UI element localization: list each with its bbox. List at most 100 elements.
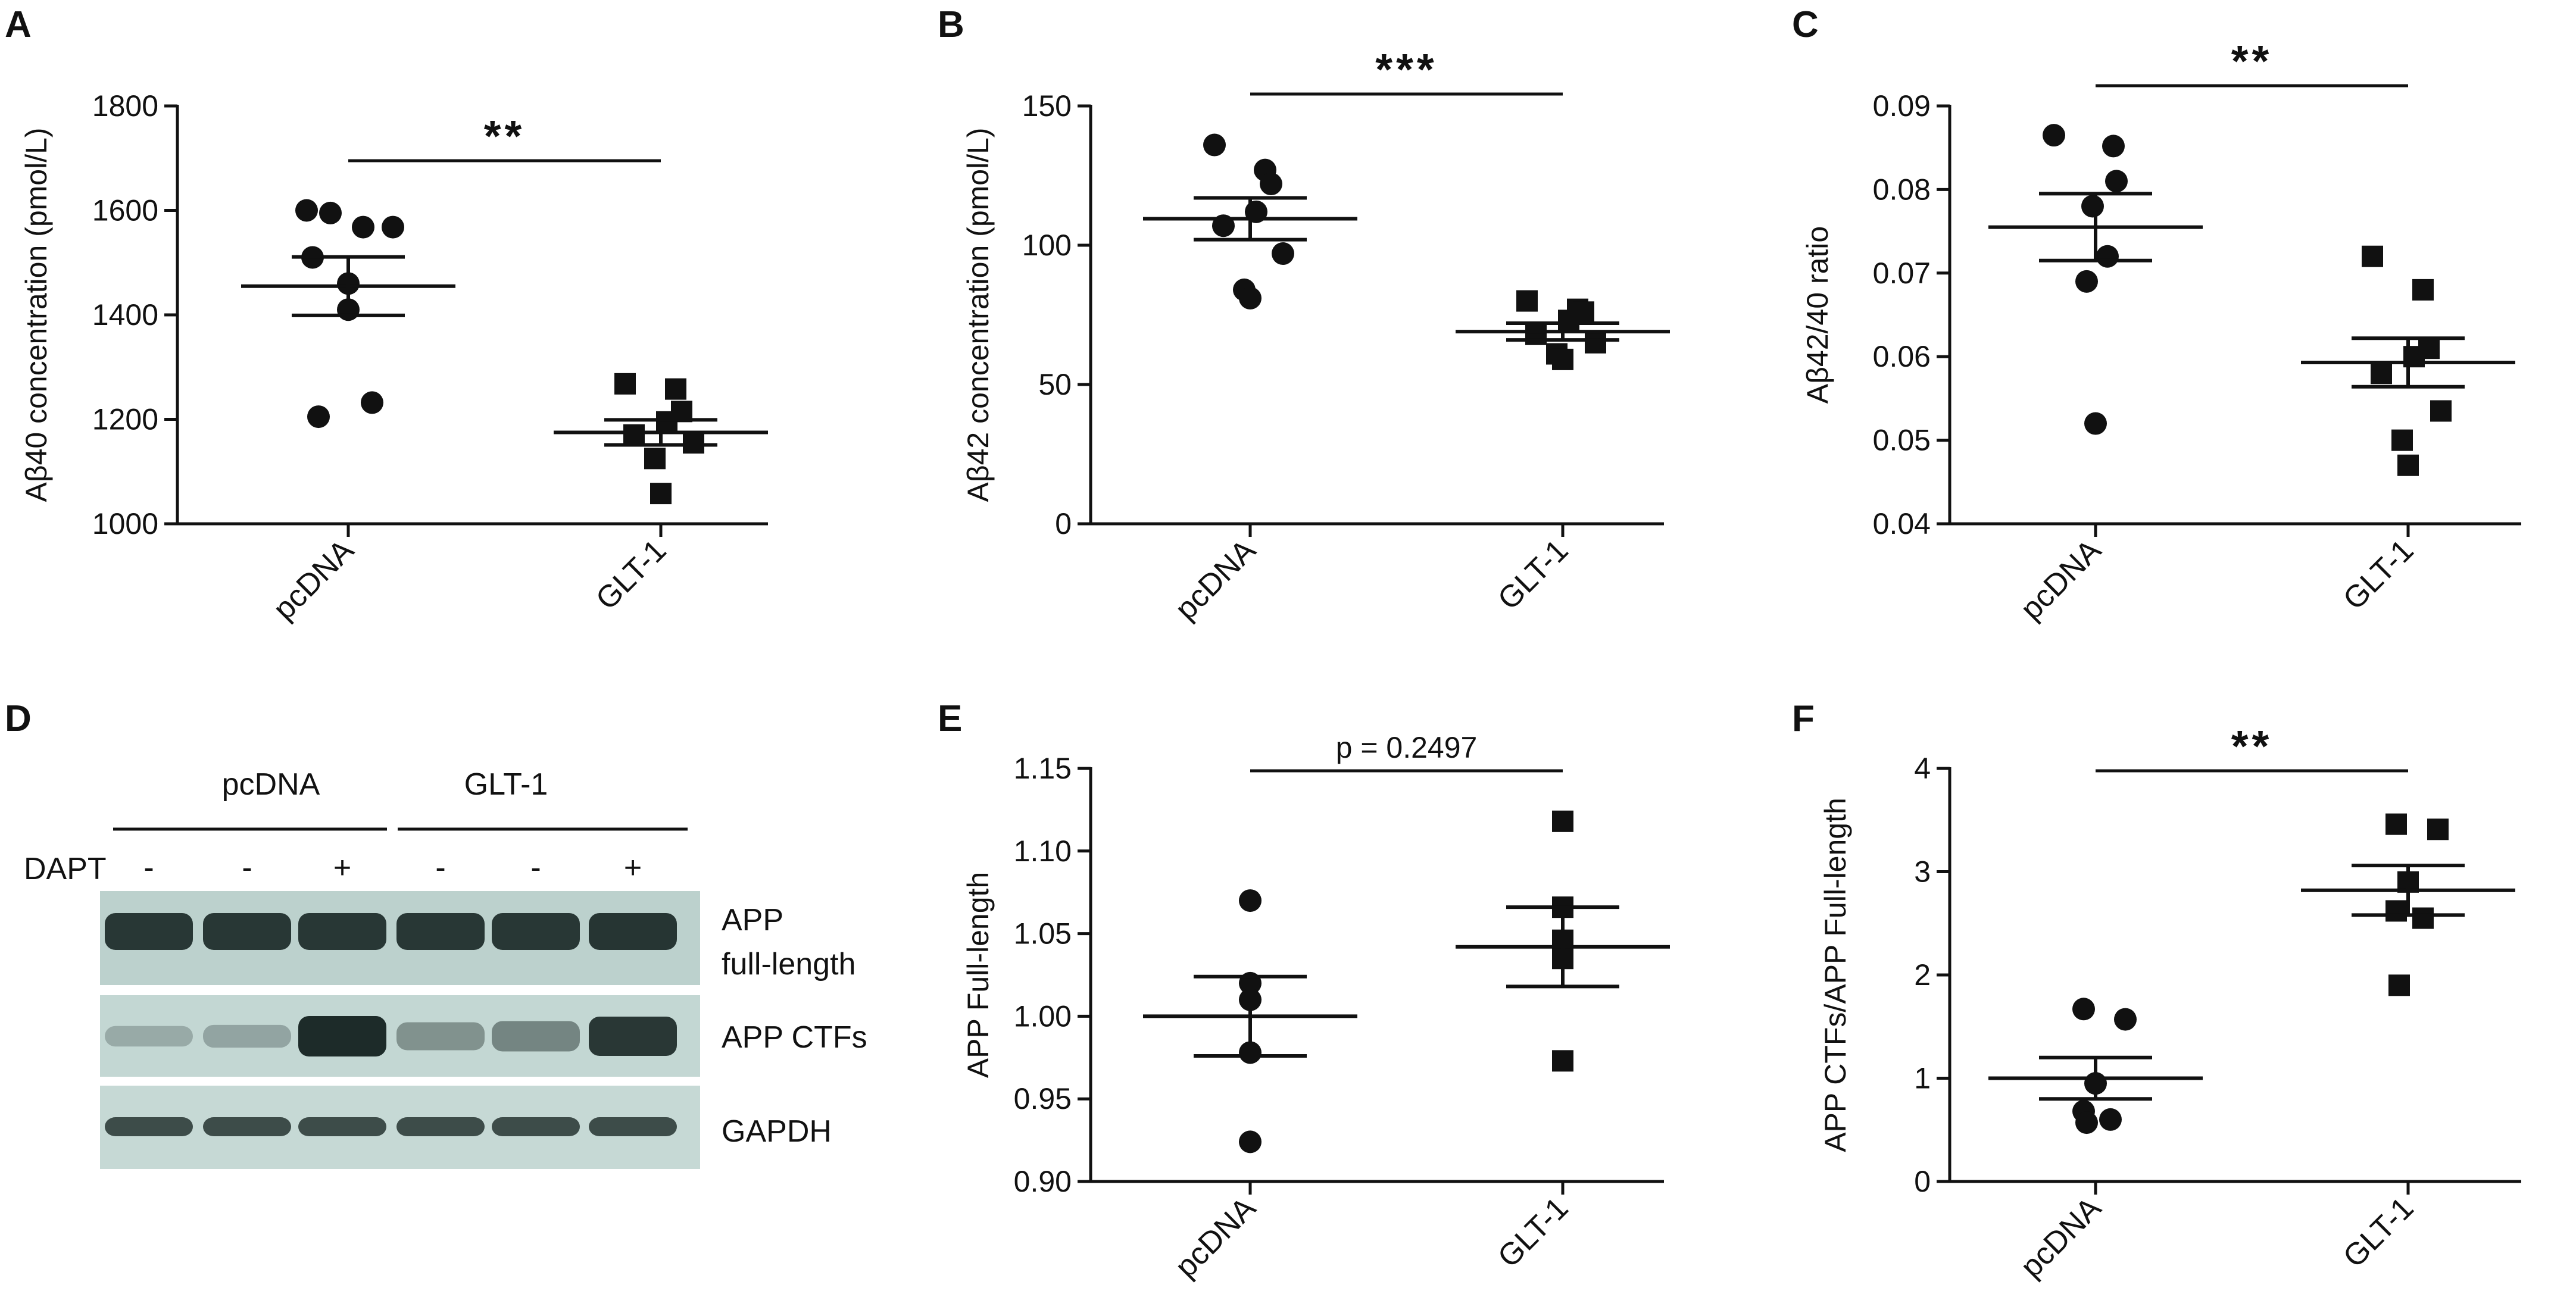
y-tick-label-e: 1.10: [1014, 834, 1072, 868]
data-point-a: [650, 483, 672, 505]
data-point-a: [361, 391, 383, 414]
data-point-c: [2371, 362, 2392, 385]
dapt-sign: -: [435, 851, 445, 885]
series-f-glt-1: [2301, 813, 2515, 996]
data-point-f: [2412, 907, 2434, 929]
data-point-b: [1239, 286, 1262, 310]
band-ctf: [492, 1021, 580, 1052]
y-tick-label-b: 0: [1055, 507, 1072, 540]
data-point-a: [307, 405, 330, 429]
western-blot: pcDNA GLT-1 DAPT - - + - - + APP full-length …: [24, 767, 867, 1169]
series-a-glt-1: [554, 373, 768, 505]
significance-label-c: **: [2231, 36, 2273, 86]
band-gapdh: [589, 1117, 677, 1136]
data-point-c: [2412, 279, 2434, 301]
dapt-sign: -: [143, 851, 154, 885]
band-gapdh: [203, 1117, 291, 1136]
series-f-pcdna: [1988, 998, 2203, 1134]
data-point-e: [1239, 889, 1262, 912]
band-ctf: [203, 1024, 291, 1048]
y-axis-label-b: Aβ42 concentration (pmol/L): [961, 127, 995, 502]
data-point-a: [623, 424, 645, 446]
band-ctf: [298, 1016, 386, 1056]
data-point-a: [665, 378, 686, 400]
y-tick-label-a: 1600: [92, 194, 158, 227]
data-point-c: [2081, 195, 2104, 218]
y-tick-label-f: 2: [1914, 958, 1931, 992]
y-tick-label-e: 0.95: [1014, 1082, 1072, 1115]
band-full-length: [105, 913, 193, 950]
data-point-a: [319, 201, 342, 224]
y-tick-label-a: 1200: [92, 403, 158, 436]
data-point-a: [614, 373, 636, 395]
band-gapdh: [105, 1117, 193, 1136]
data-point-f: [2075, 1111, 2098, 1134]
data-point-e: [1552, 1050, 1573, 1072]
significance-label-f: **: [2231, 721, 2273, 771]
blot-group-label-glt1: GLT-1: [464, 767, 548, 802]
chart-c: 0.04 0.05 0.06 0.07 0.08 0.09 pcDNA GLT-1 Aβ42/4…: [1801, 36, 2521, 627]
data-point-f: [2114, 1008, 2137, 1031]
data-point-f: [2427, 818, 2449, 840]
band-gapdh: [492, 1117, 580, 1136]
chart-e: 0.90 0.95 1.00 1.05 1.10 1.15 pcDNA GLT-1 APP Fu…: [961, 731, 1670, 1284]
band-gapdh: [298, 1117, 386, 1136]
dapt-signs: - - + - - +: [143, 851, 642, 885]
y-axis-label-c: Aβ42/40 ratio: [1801, 226, 1834, 404]
y-tick-label-a: 1000: [92, 507, 158, 540]
panel-letter-f: F: [1792, 698, 1815, 739]
data-point-f: [2388, 974, 2410, 996]
dapt-sign: -: [242, 851, 252, 885]
dapt-sign: +: [624, 851, 642, 885]
series-c-glt-1: [2301, 245, 2515, 476]
series-c-pcdna: [1988, 124, 2203, 435]
dapt-sign: -: [530, 851, 541, 885]
data-point-e: [1239, 1130, 1262, 1154]
band-ctf: [589, 1016, 677, 1056]
band-ctf: [396, 1022, 485, 1051]
y-tick-label-c: 0.05: [1873, 424, 1931, 457]
category-label-c: pcDNA: [2014, 533, 2108, 627]
data-point-b: [1525, 323, 1547, 345]
series-b-glt-1: [1456, 290, 1670, 370]
chart-a: 1000 1200 1400 1600 1800 pcDNA GLT-1 Aβ40 conce…: [20, 89, 768, 627]
series-e-pcdna: [1143, 889, 1357, 1154]
data-point-c: [2102, 135, 2125, 158]
y-tick-label-e: 0.90: [1014, 1165, 1072, 1198]
significance-label-e: p = 0.2497: [1336, 731, 1478, 764]
row-label-full-length: full-length: [722, 947, 855, 981]
panel-letter-a: A: [5, 4, 32, 45]
y-tick-label-b: 50: [1038, 368, 1072, 401]
data-point-b: [1516, 290, 1538, 312]
data-point-f: [2385, 813, 2407, 835]
band-gapdh: [396, 1117, 485, 1136]
data-point-b: [1552, 348, 1573, 370]
y-tick-label-a: 1800: [92, 89, 158, 123]
row-label-gapdh: GAPDH: [722, 1114, 832, 1149]
blot-group-label-pcdna: pcDNA: [222, 767, 320, 802]
data-point-c: [2075, 270, 2098, 293]
y-tick-label-c: 0.08: [1873, 173, 1931, 206]
y-tick-label-a: 1400: [92, 298, 158, 332]
significance-label-a: **: [484, 111, 526, 161]
data-point-b: [1272, 242, 1294, 265]
band-ctf: [105, 1026, 193, 1047]
y-tick-label-b: 150: [1022, 89, 1072, 123]
y-tick-label-c: 0.06: [1873, 340, 1931, 373]
y-tick-label-b: 100: [1022, 229, 1072, 262]
data-point-c: [2105, 170, 2128, 193]
data-point-a: [352, 215, 374, 239]
data-point-b: [1585, 332, 1606, 354]
y-axis-label-a: Aβ40 concentration (pmol/L): [20, 127, 53, 502]
category-label-c: GLT-1: [2337, 533, 2420, 616]
data-point-b: [1203, 133, 1226, 157]
y-tick-label-f: 1: [1914, 1062, 1931, 1095]
category-label-b: GLT-1: [1491, 533, 1575, 616]
data-point-c: [2430, 400, 2452, 422]
data-point-a: [683, 432, 704, 454]
y-axis-label-e: APP Full-length: [961, 872, 995, 1078]
category-label-f: pcDNA: [2014, 1190, 2108, 1284]
data-point-c: [2096, 245, 2119, 268]
category-label-e: pcDNA: [1169, 1190, 1263, 1284]
chart-f: 0 1 2 3 4 pcDNA GLT-1 APP CTFs/APP Full-length *…: [1819, 721, 2521, 1284]
